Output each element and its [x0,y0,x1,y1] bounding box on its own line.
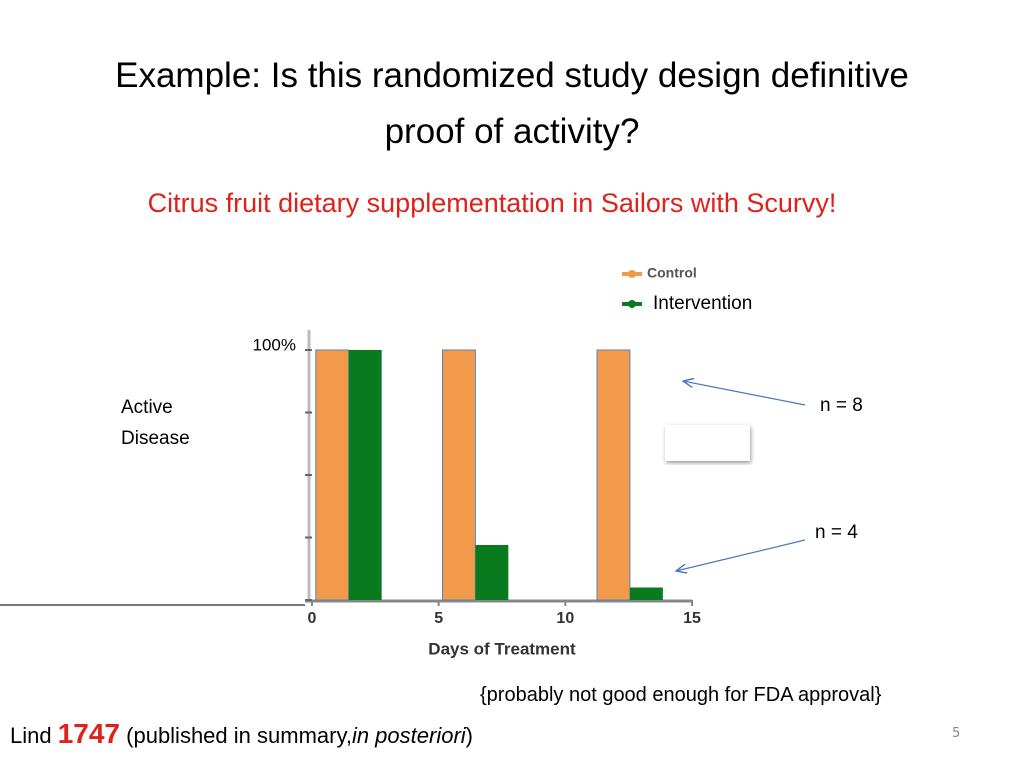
footer-year: 1747 [57,718,121,749]
bar [315,349,350,601]
arrow [676,539,806,571]
legend-marker [628,270,636,278]
x-tick-label: 0 [308,610,317,627]
footer-italic: in posteriori [351,723,466,748]
footer: Lind 1747 (published in summary,in poste… [10,718,473,750]
annotation: n = 8 [820,395,863,416]
x-tick-label: 15 [683,610,701,627]
x-tick-label: 10 [556,610,574,627]
bar [441,349,476,601]
bar [596,349,631,601]
bar [475,545,509,600]
title: Example: Is this randomized study design… [115,56,909,151]
y-axis-label: Active Disease [121,397,190,449]
footer-text: (published in summary, [126,723,352,748]
arrow [683,381,806,406]
x-tick-label: 5 [434,610,443,627]
legend-label: Control [647,265,697,281]
footer-close: ) [465,723,473,748]
note: {probably not good enough for FDA approv… [480,684,882,706]
bar [629,587,663,600]
bar [348,350,382,600]
page-number: 5 [952,726,961,741]
legend-marker [628,300,636,308]
subtitle: Citrus fruit dietary supplementation in … [147,188,837,218]
legend-label: Intervention [653,293,752,314]
footer-name: Lind [10,723,52,748]
x-axis-label: Days of Treatment [428,639,576,658]
y-tick-label: 100% [253,335,296,354]
annotation: n = 4 [815,522,858,543]
decor-box [665,425,750,461]
